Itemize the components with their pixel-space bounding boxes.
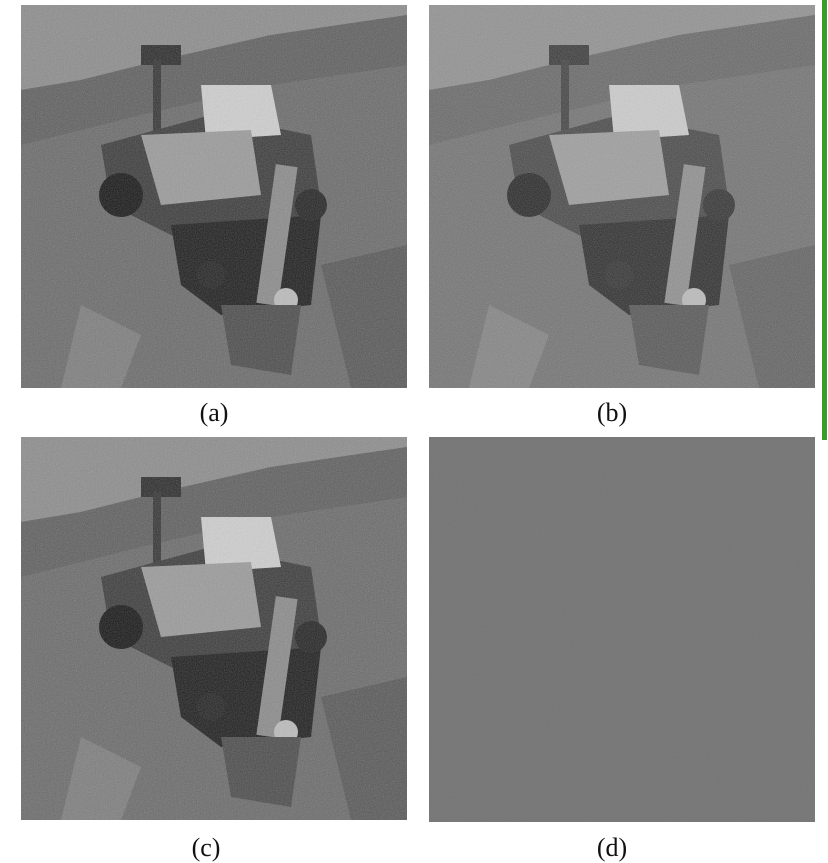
panel-label: (b) [597, 398, 627, 427]
panel-label: (a) [200, 398, 229, 427]
panel-label: (c) [192, 833, 221, 862]
image-panel [21, 5, 407, 388]
panel-label: (d) [597, 833, 627, 862]
figure: (a) (b) (c) (d) [0, 0, 828, 863]
image-panel [21, 437, 407, 820]
image-panel [429, 437, 815, 822]
image-panel [429, 5, 815, 388]
margin-bar [822, 0, 827, 440]
figure-page: {"panels": [{"label": "(a)"}, {"label": … [0, 0, 828, 863]
